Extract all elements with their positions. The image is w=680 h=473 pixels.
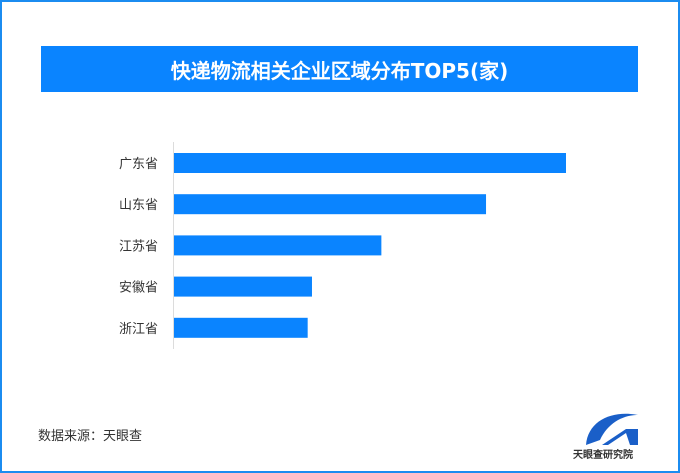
logo-text: 天眼查研究院 xyxy=(573,450,633,461)
tianyancha-logo-icon xyxy=(586,413,638,445)
bar-3 xyxy=(174,276,312,297)
data-source: 数据来源：天眼查 xyxy=(38,429,143,444)
category-label: 江苏省 xyxy=(119,238,158,254)
category-label: 山东省 xyxy=(119,198,158,213)
category-label: 安徽省 xyxy=(119,281,158,296)
bar-1 xyxy=(174,194,487,215)
bar-4 xyxy=(174,317,308,338)
chart-title: 快递物流相关企业区域分布TOP5(家) xyxy=(41,46,638,92)
category-label: 广东省 xyxy=(119,157,158,172)
bar-2 xyxy=(174,235,382,256)
category-label: 浙江省 xyxy=(119,322,158,337)
bar-0 xyxy=(174,153,566,173)
